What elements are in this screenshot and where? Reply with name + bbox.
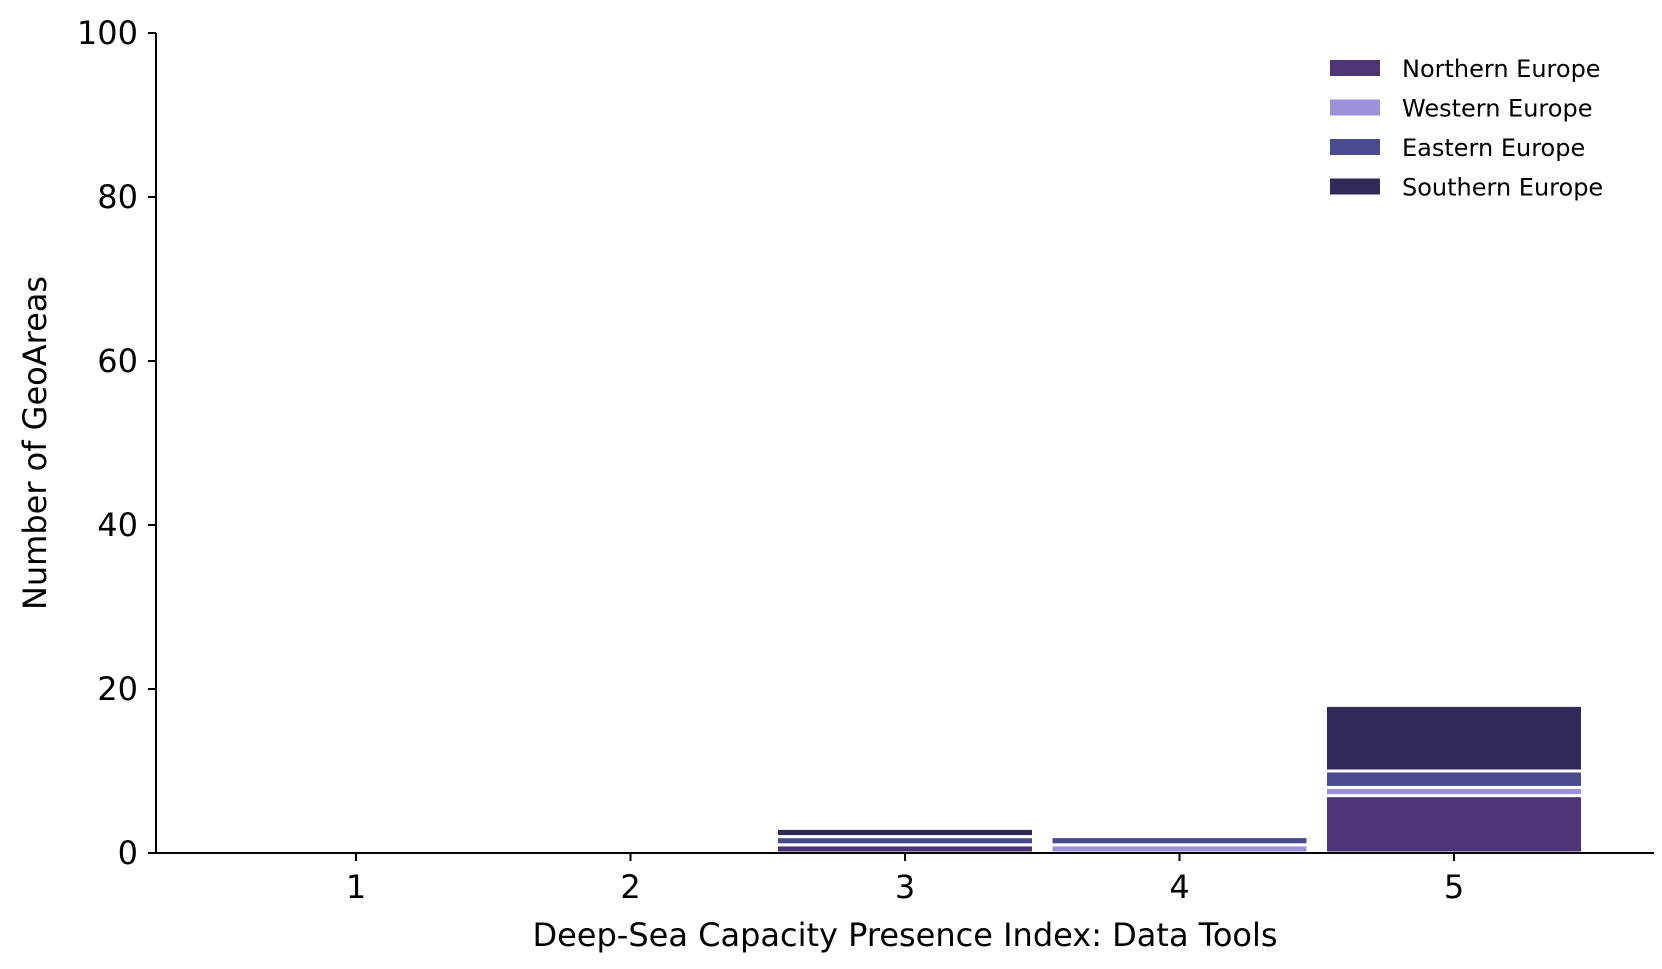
y-tick-label: 40 (97, 506, 138, 544)
legend-label: Southern Europe (1402, 174, 1603, 202)
bars (775, 703, 1584, 855)
x-tick-label: 2 (620, 868, 640, 906)
legend-label: Northern Europe (1402, 55, 1601, 83)
y-ticks: 0 20 40 60 80 100 (77, 14, 156, 872)
x-ticks: 1 2 3 4 5 (346, 853, 1464, 906)
y-tick-label: 60 (97, 342, 138, 380)
x-tick-label: 3 (895, 868, 915, 906)
y-axis-title: Number of GeoAreas (16, 276, 54, 610)
x-tick-label: 5 (1444, 868, 1464, 906)
x-tick-label: 1 (346, 868, 366, 906)
legend-swatch (1330, 139, 1380, 155)
legend-label: Western Europe (1402, 95, 1592, 123)
legend-swatch (1330, 178, 1380, 195)
legend-swatch (1330, 60, 1380, 76)
bar-segment (1324, 769, 1584, 789)
bar-segment (1324, 703, 1584, 773)
bar-segment (1049, 835, 1310, 847)
x-axis-title: Deep-Sea Capacity Presence Index: Data T… (532, 916, 1277, 954)
y-tick-label: 80 (97, 178, 138, 216)
y-tick-label: 0 (118, 834, 138, 872)
bar-segment (1324, 794, 1584, 855)
bar-segment (775, 826, 1035, 839)
x-tick-label: 4 (1169, 868, 1189, 906)
legend-swatch (1330, 99, 1380, 116)
y-tick-label: 100 (77, 14, 138, 52)
y-tick-label: 20 (97, 670, 138, 708)
legend-label: Eastern Europe (1402, 134, 1585, 162)
legend: Northern Europe Western Europe Eastern Eur… (1330, 55, 1603, 202)
